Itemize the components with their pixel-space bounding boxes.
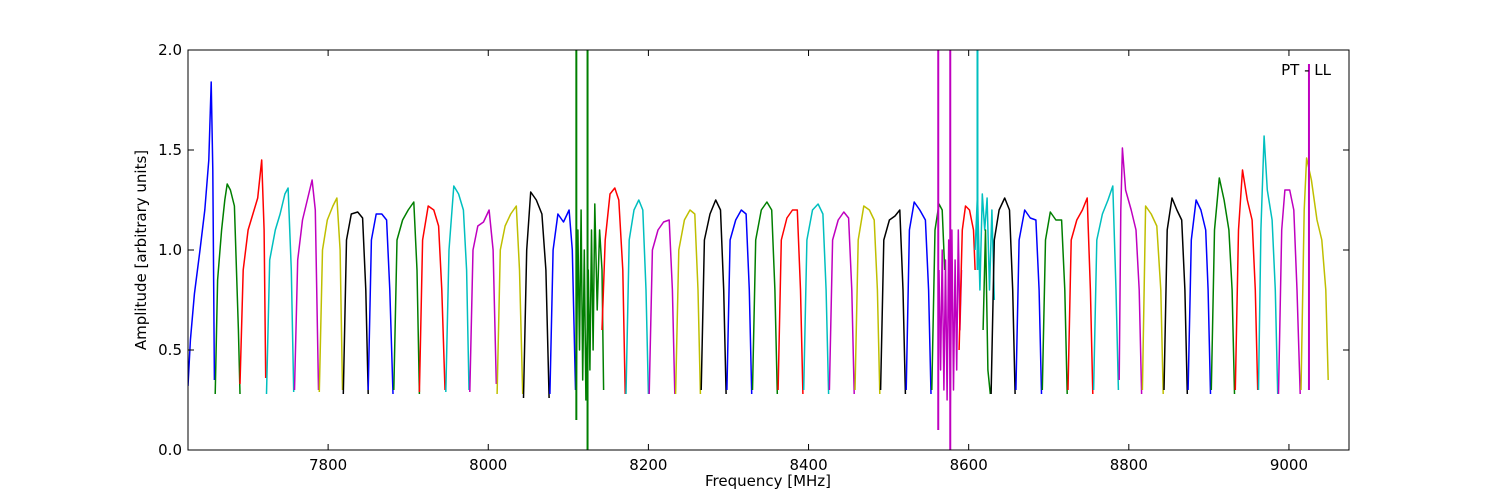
series-line-7 [367,213,394,395]
series-line-37 [1067,197,1094,395]
series-line-27 [879,209,907,395]
series-line-22 [751,201,779,395]
series-line-40 [1141,205,1164,395]
series-line-34 [990,197,1016,395]
series-line-33 [982,229,992,395]
series-line-3 [265,187,295,395]
y-tick-label-0: 0.0 [158,441,182,459]
ticks-layer: 7800 8000 8200 8400 8600 8800 9000 0.0 0.5 1.0 1.5… [158,41,1349,474]
series-line-26 [854,205,881,395]
x-tick-label-9000: 9000 [1270,456,1308,474]
series-line-4 [293,179,320,391]
series-line-45 [1257,135,1279,395]
series-line-11 [469,209,498,393]
y-tick-label-2: 2.0 [158,41,182,59]
series-line-5 [318,197,344,393]
series-line-19 [674,209,702,395]
y-tick-label-1: 1.0 [158,241,182,259]
plot-frame [187,49,1350,451]
y-tick-label-0.5: 0.5 [158,341,182,359]
series-line-31 [958,205,976,351]
series-line-9 [418,205,446,393]
x-axis-label: Frequency [MHz] [705,472,831,490]
series-line-24 [802,203,830,395]
series-line-44 [1234,169,1259,391]
series-line-42 [1187,199,1212,395]
series-layer [188,50,1329,450]
series-line-25 [828,211,855,395]
x-tick-label-8200: 8200 [629,456,667,474]
series-line-28 [905,201,932,395]
series-line-21 [726,209,753,395]
series-line-10 [445,185,470,393]
series-line-16 [601,187,626,395]
series-line-6 [342,211,369,395]
x-tick-label-7800: 7800 [309,456,347,474]
series-line-41 [1163,197,1189,395]
annotation-label: PT - LL [1281,61,1332,79]
series-line-17 [625,199,650,395]
series-line-39 [1118,147,1143,395]
series-line-35 [1015,209,1043,395]
x-tick-label-8800: 8800 [1110,456,1148,474]
series-line-1 [214,183,241,395]
series-line-47 [1300,157,1329,391]
series-line-2 [239,159,267,385]
series-line-0 [188,81,216,387]
series-line-18 [648,219,676,395]
series-line-23 [777,209,804,395]
x-tick-label-8400: 8400 [789,456,827,474]
series-line-15 [575,203,605,401]
y-axis-label: Amplitude [arbitrary units] [132,150,150,350]
x-tick-label-8000: 8000 [469,456,507,474]
x-tick-label-8600: 8600 [950,456,988,474]
series-line-46 [1277,189,1301,395]
series-line-38 [1092,185,1120,391]
series-line-43 [1210,177,1236,395]
series-line-36 [1041,211,1068,395]
series-line-14 [549,209,577,395]
series-line-12 [496,205,524,395]
series-line-20 [700,199,727,395]
series-line-13 [522,191,550,399]
series-line-8 [393,201,421,395]
y-tick-label-1.5: 1.5 [158,141,182,159]
